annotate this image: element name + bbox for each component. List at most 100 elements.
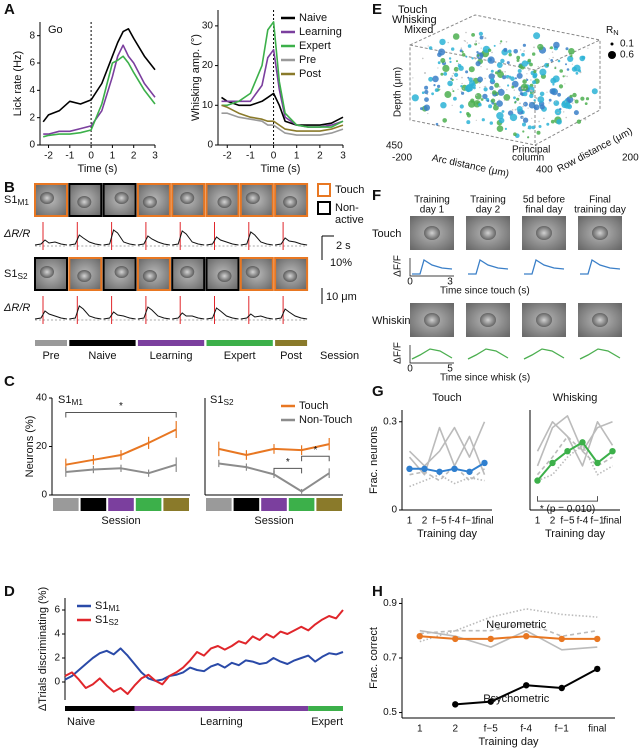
texture-dot bbox=[497, 88, 505, 96]
texture-dot bbox=[437, 84, 441, 88]
significance-label: * bbox=[313, 445, 317, 456]
y-tick-label: 20 bbox=[202, 60, 214, 71]
scale-label: 10% bbox=[330, 257, 352, 269]
texture-dot bbox=[497, 71, 504, 78]
texture-dot bbox=[516, 59, 520, 62]
image-cell bbox=[480, 226, 496, 240]
texture-dot bbox=[484, 85, 487, 88]
texture-dot bbox=[422, 57, 424, 60]
session-bar bbox=[206, 340, 273, 346]
texture-dot bbox=[548, 58, 550, 60]
significance-label: * (p = 0.010) bbox=[540, 504, 595, 515]
texture-dot bbox=[456, 78, 458, 81]
texture-dot bbox=[483, 87, 488, 92]
texture-dot bbox=[492, 90, 497, 95]
series-marker bbox=[558, 684, 565, 692]
texture-dot bbox=[549, 88, 556, 95]
series-marker bbox=[452, 701, 459, 708]
texture-dot bbox=[535, 97, 538, 100]
texture-dot bbox=[532, 80, 537, 85]
row-label: S1M1 bbox=[4, 194, 29, 207]
trace bbox=[34, 310, 68, 320]
texture-dot bbox=[490, 69, 494, 73]
image-cell bbox=[217, 196, 232, 208]
session-bar bbox=[35, 340, 67, 346]
series-marker bbox=[523, 632, 530, 640]
x-tick-label: 2 bbox=[550, 516, 556, 527]
texture-dot bbox=[465, 70, 469, 74]
panel-letter: D bbox=[4, 583, 15, 600]
texture-dot bbox=[487, 48, 492, 52]
texture-dot bbox=[427, 112, 429, 115]
texture-dot bbox=[470, 82, 476, 88]
texture-dot bbox=[556, 119, 562, 125]
y-axis-label: Row distance (μm) bbox=[555, 126, 634, 175]
texture-dot bbox=[437, 67, 439, 69]
x-tick-label: 0 bbox=[271, 151, 277, 162]
texture-dot bbox=[491, 51, 493, 54]
texture-dot bbox=[546, 122, 550, 126]
texture-dot bbox=[538, 45, 540, 47]
texture-dot bbox=[523, 101, 528, 107]
texture-dot bbox=[459, 104, 464, 109]
texture-dot bbox=[532, 92, 535, 95]
texture-dot bbox=[533, 32, 541, 40]
texture-dot bbox=[535, 69, 538, 71]
texture-dot bbox=[539, 104, 545, 110]
texture-dot bbox=[488, 104, 493, 109]
texture-dot bbox=[500, 40, 503, 43]
texture-dot bbox=[529, 83, 534, 88]
texture-dot bbox=[482, 35, 485, 38]
y-tick-label: 6 bbox=[54, 605, 60, 616]
legend-label-sub: S2 bbox=[108, 618, 119, 627]
texture-dot bbox=[508, 53, 512, 57]
texture-dot bbox=[527, 125, 532, 130]
legend-label-main: S1 bbox=[95, 614, 108, 626]
x-tick-label: 2 bbox=[131, 151, 137, 162]
x-tick-label: f−5 bbox=[484, 724, 499, 735]
image-tile bbox=[274, 257, 309, 291]
chart-title: S1S2 bbox=[210, 394, 234, 407]
texture-dot bbox=[521, 60, 528, 67]
scale-label: 2 s bbox=[336, 240, 351, 252]
texture-dot bbox=[435, 122, 439, 126]
texture-dot bbox=[448, 57, 452, 60]
x-tick-label: -2 bbox=[223, 151, 232, 162]
series-marker bbox=[579, 439, 586, 446]
y-tick-label: 0 bbox=[207, 140, 213, 151]
column-title: day 2 bbox=[476, 205, 501, 216]
texture-dot bbox=[468, 100, 476, 108]
texture-dot bbox=[501, 110, 505, 113]
legend-label-main: S1 bbox=[95, 600, 108, 612]
chart-title: Go bbox=[48, 24, 63, 36]
x-tick-label: -2 bbox=[44, 151, 53, 162]
texture-dot bbox=[482, 93, 488, 100]
texture-dot bbox=[581, 55, 586, 60]
session-label: Naive bbox=[88, 350, 116, 362]
x-axis-label: Time (s) bbox=[261, 163, 301, 175]
series-marker bbox=[436, 468, 443, 475]
category-swatch bbox=[80, 498, 107, 511]
trace bbox=[467, 348, 509, 360]
series-line bbox=[419, 635, 598, 640]
phase-label: Learning bbox=[200, 716, 243, 728]
series-line bbox=[221, 112, 344, 136]
size-key bbox=[610, 42, 614, 46]
column-title: Final bbox=[589, 195, 611, 206]
texture-dot bbox=[546, 91, 548, 93]
trace bbox=[103, 311, 136, 320]
session-bar bbox=[275, 340, 308, 346]
texture-dot bbox=[531, 117, 533, 119]
texture-dot bbox=[483, 86, 485, 88]
series-line bbox=[408, 421, 486, 467]
texture-dot bbox=[584, 102, 588, 105]
texture-dot bbox=[471, 33, 475, 37]
image-tile bbox=[102, 257, 137, 291]
row-label: Touch bbox=[372, 228, 401, 240]
texture-dot bbox=[424, 85, 429, 90]
series-marker bbox=[534, 477, 541, 484]
series-marker bbox=[594, 635, 601, 643]
texture-dot bbox=[472, 78, 475, 80]
series-marker bbox=[487, 698, 494, 705]
